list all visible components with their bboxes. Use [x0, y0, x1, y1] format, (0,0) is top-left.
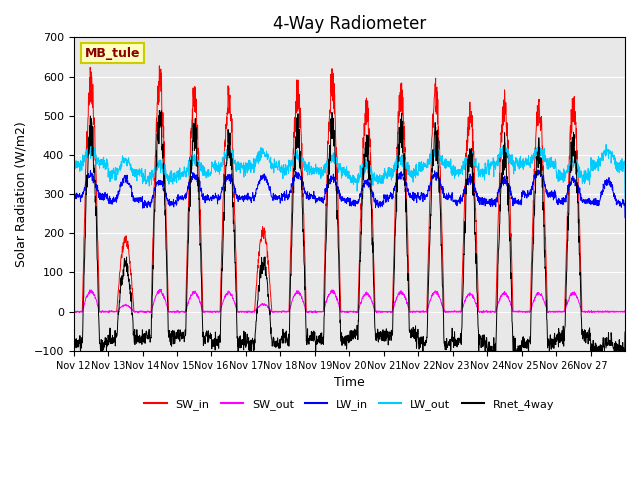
Rnet_4way [547, 341, 554, 347]
Rnet_4way [587, 356, 595, 362]
SW_in [156, 63, 163, 69]
LW_out [502, 140, 509, 146]
SW_out [621, 308, 629, 314]
Text: MB_tule: MB_tule [84, 47, 140, 60]
Rnet_4way [516, 354, 524, 360]
LW_out [383, 175, 390, 181]
Y-axis label: Solar Radiation (W/m2): Solar Radiation (W/m2) [15, 121, 28, 267]
SW_in [547, 309, 554, 314]
SW_out [70, 309, 77, 314]
Line: LW_in: LW_in [74, 170, 625, 217]
SW_out [175, 310, 183, 316]
LW_out [516, 156, 524, 162]
SW_in [383, 309, 390, 314]
LW_in [614, 199, 621, 204]
LW_in [547, 194, 554, 200]
LW_out [244, 166, 252, 172]
LW_out [125, 155, 132, 161]
SW_out [516, 309, 524, 314]
SW_out [157, 287, 165, 292]
Rnet_4way [125, 278, 132, 284]
LW_out [547, 161, 554, 167]
LW_in [534, 167, 541, 173]
SW_in [516, 309, 524, 314]
SW_out [125, 303, 132, 309]
Rnet_4way [621, 329, 629, 335]
SW_out [614, 309, 621, 314]
SW_in [70, 309, 77, 314]
Rnet_4way [70, 340, 77, 346]
SW_in [244, 309, 252, 314]
Line: LW_out: LW_out [74, 143, 625, 198]
LW_out [70, 163, 77, 168]
Rnet_4way [614, 341, 621, 347]
LW_in [125, 182, 132, 188]
SW_out [244, 309, 252, 315]
SW_out [547, 309, 555, 315]
LW_in [621, 215, 629, 220]
LW_in [70, 194, 77, 200]
Line: SW_in: SW_in [74, 66, 625, 312]
SW_in [125, 247, 132, 252]
SW_in [614, 309, 621, 314]
LW_in [383, 194, 390, 200]
SW_out [383, 309, 390, 314]
Legend: SW_in, SW_out, LW_in, LW_out, Rnet_4way: SW_in, SW_out, LW_in, LW_out, Rnet_4way [140, 395, 559, 414]
LW_out [621, 195, 629, 201]
Rnet_4way [156, 108, 163, 113]
Line: SW_out: SW_out [74, 289, 625, 313]
Rnet_4way [244, 340, 252, 346]
LW_in [515, 201, 523, 207]
X-axis label: Time: Time [334, 376, 365, 389]
Title: 4-Way Radiometer: 4-Way Radiometer [273, 15, 426, 33]
LW_in [244, 197, 252, 203]
Line: Rnet_4way: Rnet_4way [74, 110, 625, 359]
SW_in [621, 309, 629, 314]
Rnet_4way [383, 336, 390, 341]
LW_out [614, 162, 621, 168]
